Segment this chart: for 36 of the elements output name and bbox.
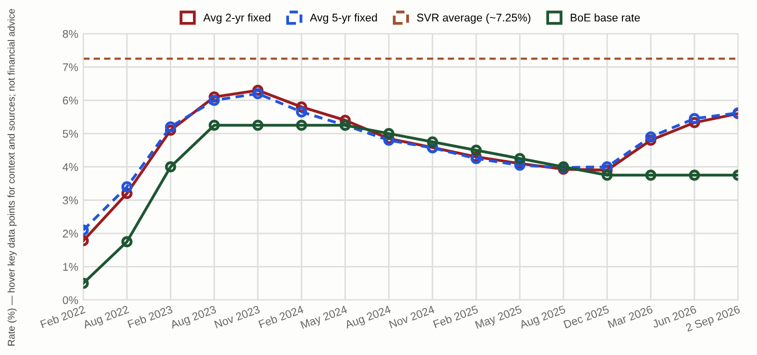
legend-label: Avg 5-yr fixed xyxy=(310,13,377,24)
legend-label: BoE base rate xyxy=(570,13,640,22)
x-tick-label: Feb 2022 xyxy=(40,305,86,328)
x-tick-label: Mar 2026 xyxy=(608,305,654,328)
point xyxy=(688,170,700,181)
y-tick-label: 1% xyxy=(63,263,78,271)
point xyxy=(688,113,700,124)
y-axis-title: Rate (%) — hover key data points for context and sources; not financial advice xyxy=(8,9,17,346)
y-tick-label: 7% xyxy=(62,63,78,72)
y-tick-label: 8% xyxy=(62,30,78,38)
point xyxy=(602,170,613,181)
y-tick-label: 6% xyxy=(62,96,78,104)
legend-label: SVR average (~7.25%) xyxy=(416,13,530,24)
x-tick-label: Feb 2023 xyxy=(127,305,173,328)
y-tick-label: 4% xyxy=(62,163,78,171)
point xyxy=(470,144,482,156)
point xyxy=(121,181,132,192)
point xyxy=(645,170,656,181)
point xyxy=(252,120,264,131)
point xyxy=(296,120,308,131)
point xyxy=(514,152,526,164)
point xyxy=(165,121,176,132)
point xyxy=(252,88,264,100)
point xyxy=(208,120,220,131)
y-tick-label: 0% xyxy=(62,296,78,304)
point xyxy=(121,236,132,248)
y-tick-label: 5% xyxy=(62,130,78,138)
point xyxy=(208,94,220,106)
y-tick-label: 3% xyxy=(62,196,78,204)
point xyxy=(165,161,176,172)
point xyxy=(296,106,308,118)
y-tick-label: 2% xyxy=(62,230,78,238)
point xyxy=(645,131,656,142)
point xyxy=(383,128,394,140)
point xyxy=(426,136,438,148)
legend-label: Avg 2-yr fixed xyxy=(203,13,270,24)
